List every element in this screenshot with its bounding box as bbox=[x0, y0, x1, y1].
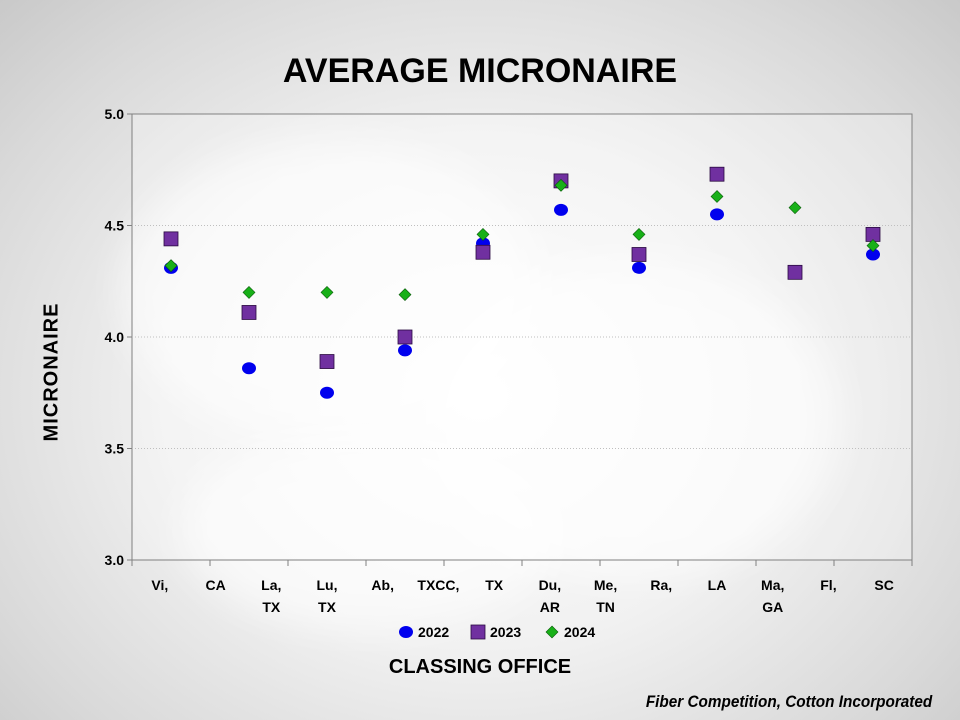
point-2024 bbox=[398, 288, 412, 302]
point-2023 bbox=[241, 305, 257, 320]
legend-label-2024: 2024 bbox=[564, 624, 595, 640]
x-tick-label: TX bbox=[485, 577, 504, 593]
series-2024 bbox=[164, 178, 880, 302]
y-tick-label: 4.0 bbox=[105, 329, 125, 345]
point-2023 bbox=[787, 264, 803, 280]
point-2023 bbox=[319, 354, 335, 369]
point-2023 bbox=[709, 166, 725, 182]
x-axis-label: CLASSING OFFICE bbox=[388, 656, 572, 678]
x-tick-label: Me, bbox=[594, 577, 617, 593]
x-tick-label: Du, bbox=[539, 577, 562, 593]
x-tick-label: La, bbox=[261, 577, 281, 593]
x-tick-label: TXCC, bbox=[417, 577, 459, 593]
x-tick-label: Ra, bbox=[650, 577, 672, 593]
x-tick-label: Ma, bbox=[761, 577, 784, 593]
y-tick-label: 5.0 bbox=[105, 106, 125, 122]
point-2024 bbox=[632, 227, 646, 241]
point-2022 bbox=[710, 208, 724, 221]
point-2024 bbox=[164, 259, 178, 273]
point-2024 bbox=[554, 178, 568, 192]
point-2023 bbox=[163, 231, 179, 247]
point-2023 bbox=[631, 247, 647, 262]
legend-label-2023: 2023 bbox=[490, 624, 521, 640]
point-2023 bbox=[397, 329, 413, 345]
point-2024 bbox=[320, 285, 334, 299]
point-2024 bbox=[788, 201, 802, 215]
y-tick-label: 3.5 bbox=[105, 441, 125, 457]
x-tick-label: Ab, bbox=[371, 577, 394, 593]
x-tick-label: SC bbox=[874, 577, 893, 593]
legend-marker-2022 bbox=[399, 626, 413, 638]
legend-label-2022: 2022 bbox=[418, 624, 449, 640]
x-tick-label: GA bbox=[762, 599, 783, 615]
x-tick-label: TX bbox=[318, 599, 337, 615]
x-tick-label: Fl, bbox=[820, 577, 836, 593]
point-2024 bbox=[710, 190, 724, 203]
x-tick-label: Vi, bbox=[151, 577, 168, 593]
point-2024 bbox=[242, 285, 256, 299]
x-tick-label: TX bbox=[262, 599, 281, 615]
point-2022 bbox=[242, 362, 256, 375]
point-2022 bbox=[866, 248, 880, 261]
x-tick-label: LA bbox=[708, 577, 727, 593]
x-tick-label: TN bbox=[596, 599, 615, 615]
legend-marker-2023 bbox=[470, 624, 486, 640]
point-2022 bbox=[320, 386, 334, 399]
y-tick-label: 4.5 bbox=[105, 218, 125, 234]
point-2024 bbox=[476, 227, 490, 241]
x-tick-label: CA bbox=[205, 577, 225, 593]
point-2022 bbox=[554, 203, 568, 216]
legend-marker-2024 bbox=[545, 625, 559, 639]
point-2024 bbox=[866, 239, 880, 252]
point-2022 bbox=[398, 344, 412, 357]
x-tick-label: Lu, bbox=[317, 577, 338, 593]
chart-title: AVERAGE MICRONAIRE bbox=[282, 52, 678, 90]
y-tick-label: 3.0 bbox=[105, 552, 125, 568]
point-2022 bbox=[632, 261, 646, 274]
x-tick-label: AR bbox=[540, 599, 560, 615]
source-credit: Fiber Competition, Cotton Incorporated bbox=[645, 692, 932, 711]
series-2023 bbox=[163, 166, 881, 369]
point-2023 bbox=[475, 244, 491, 260]
